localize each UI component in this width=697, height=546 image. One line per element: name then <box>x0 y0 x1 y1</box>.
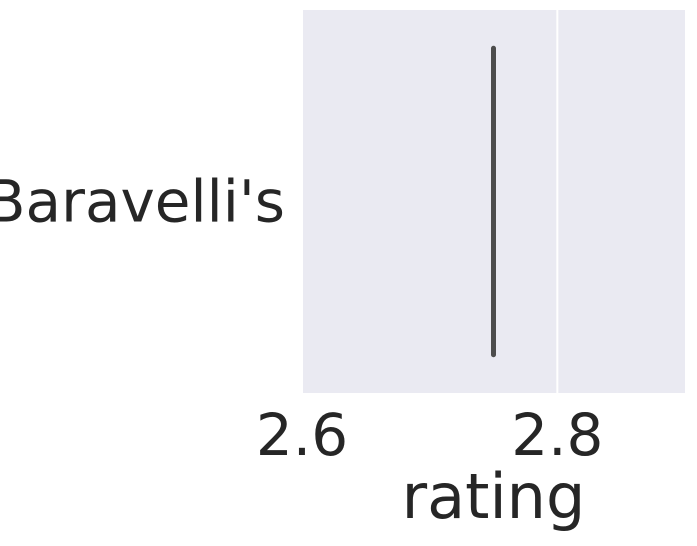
y-tick-label: Baravelli's <box>0 168 285 236</box>
x-tick-labels: 2.6 2.8 <box>256 401 604 469</box>
x-tick-label: 2.8 <box>511 401 603 469</box>
x-axis-label: rating <box>402 460 586 533</box>
x-tick-label: 2.6 <box>256 401 348 469</box>
y-tick-labels: Baravelli's <box>0 168 285 236</box>
gridlines <box>301 10 559 393</box>
